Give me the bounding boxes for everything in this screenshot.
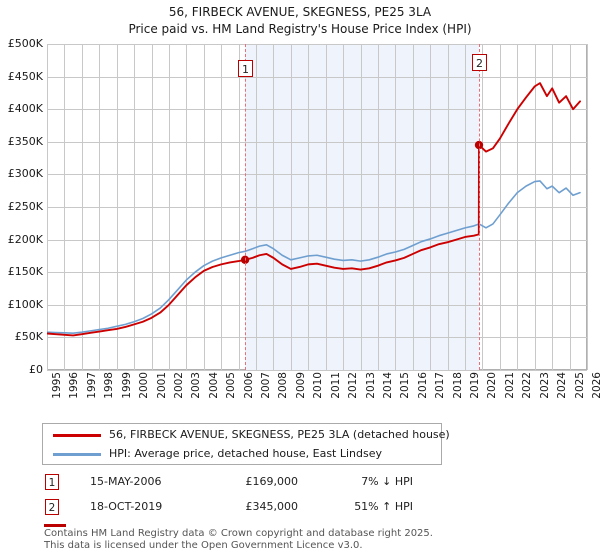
x-axis-tick-label: 2024 <box>556 372 569 399</box>
event-marker-badge[interactable]: 1 <box>238 60 254 77</box>
y-axis-tick-label: £0 <box>29 363 43 376</box>
x-axis-tick-label: 2012 <box>347 372 360 399</box>
x-axis-tick-label: 2026 <box>591 372 600 399</box>
transactions-table: 1 15-MAY-2006 £169,000 7% ↓ HPI 2 18-OCT… <box>42 473 472 523</box>
hpi-series-line <box>47 180 581 334</box>
horizontal-gridline <box>47 174 587 176</box>
x-axis-tick-label: 1999 <box>120 372 133 399</box>
x-axis-tick-label: 2008 <box>277 372 290 399</box>
vertical-gridline <box>587 44 588 370</box>
footer-line-copyright: Contains HM Land Registry data © Crown c… <box>44 528 433 539</box>
x-axis-tick-label: 2015 <box>399 372 412 399</box>
legend-row-price-paid: 56, FIRBECK AVENUE, SKEGNESS, PE25 3LA (… <box>43 425 450 446</box>
x-axis-tick-label: 1998 <box>103 372 116 399</box>
transaction-date: 18-OCT-2019 <box>90 500 163 513</box>
horizontal-gridline <box>47 272 587 274</box>
transaction-price: £169,000 <box>245 475 299 488</box>
footer-attribution: Contains HM Land Registry data © Crown c… <box>44 528 584 551</box>
x-axis-tick-label: 1996 <box>68 372 81 399</box>
x-axis-tick-label: 1997 <box>85 372 98 399</box>
table-row[interactable]: 2 18-OCT-2019 £345,000 51% ↑ HPI <box>42 498 472 523</box>
transaction-marker-badge: 1 <box>45 474 59 490</box>
transaction-hpi-delta: 7% ↓ HPI <box>361 475 413 488</box>
x-axis-tick-label: 2005 <box>225 372 238 399</box>
price-paid-series-line <box>47 82 581 337</box>
x-axis-tick-label: 2002 <box>172 372 185 399</box>
x-axis-tick-label: 2003 <box>190 372 203 399</box>
transaction-point-markers <box>240 140 484 265</box>
x-axis-tick-label: 2004 <box>207 372 220 399</box>
y-axis-tick-label: £200K <box>7 232 43 246</box>
transaction-date: 15-MAY-2006 <box>90 475 162 488</box>
horizontal-gridline <box>47 207 587 208</box>
x-axis-tick-label: 2019 <box>469 372 482 399</box>
transaction-hpi-delta: 51% ↑ HPI <box>354 500 413 513</box>
transaction-dot <box>474 140 484 150</box>
x-axis-tick-label: 1995 <box>51 372 63 399</box>
legend-row-hpi: HPI: Average price, detached house, East… <box>43 444 441 465</box>
chart-legend: 56, FIRBECK AVENUE, SKEGNESS, PE25 3LA (… <box>42 423 450 465</box>
horizontal-gridline <box>47 76 587 78</box>
x-axis-tick-label: 2021 <box>503 372 516 399</box>
horizontal-gridline <box>47 304 587 306</box>
horizontal-gridline <box>47 109 587 111</box>
horizontal-gridline <box>47 337 587 339</box>
x-axis-tick-label: 2006 <box>242 372 255 399</box>
y-axis-tick-label: £250K <box>7 200 43 213</box>
legend-label-price-paid: 56, FIRBECK AVENUE, SKEGNESS, PE25 3LA (… <box>109 428 450 441</box>
y-axis-tick-label: £350K <box>7 134 43 148</box>
x-axis-tick-label: 2016 <box>416 372 429 399</box>
y-axis-tick-label: £300K <box>7 167 43 181</box>
title-address: 56, FIRBECK AVENUE, SKEGNESS, PE25 3LA <box>168 5 432 19</box>
horizontal-gridline <box>47 141 587 143</box>
x-axis-tick-label: 2020 <box>486 372 499 399</box>
legend-swatch-price-paid <box>53 434 101 437</box>
page-title: 56, FIRBECK AVENUE, SKEGNESS, PE25 3LA P… <box>0 4 600 38</box>
x-axis-tick-label: 2001 <box>155 372 168 399</box>
table-row[interactable]: 1 15-MAY-2006 £169,000 7% ↓ HPI <box>42 473 472 498</box>
y-axis-tick-label: £150K <box>7 265 43 279</box>
x-axis-ticks: 1995 1996 1997 1998 1999 2000 2001 2002 2003 2004… <box>47 372 600 412</box>
event-vertical-line <box>479 44 480 370</box>
horizontal-gridline <box>47 44 587 45</box>
event-marker-badge[interactable]: 2 <box>472 54 487 71</box>
x-axis-tick-label: 2007 <box>260 372 273 399</box>
x-axis-tick-label: 2022 <box>521 372 534 399</box>
event-vertical-line <box>245 44 247 370</box>
x-axis-tick-label: 2010 <box>312 372 325 399</box>
x-axis-tick-label: 2025 <box>573 372 586 399</box>
y-axis-tick-label: £450K <box>7 69 43 83</box>
x-axis-tick-label: 2013 <box>364 372 377 399</box>
x-axis-tick-label: 2018 <box>451 372 464 399</box>
x-axis-tick-label: 2023 <box>538 372 551 399</box>
title-subtitle: Price paid vs. HM Land Registry's House … <box>128 22 472 36</box>
y-axis-tick-label: £100K <box>7 297 43 311</box>
x-axis-tick-label: 2011 <box>329 372 342 399</box>
legend-swatch-hpi <box>53 453 101 456</box>
transaction-price: £345,000 <box>245 500 299 513</box>
y-axis-tick-label: £500K <box>7 37 43 50</box>
x-axis-tick-label: 2000 <box>138 372 151 399</box>
x-axis-tick-label: 2009 <box>294 372 307 399</box>
horizontal-gridline <box>47 370 587 371</box>
legend-label-hpi: HPI: Average price, detached house, East… <box>109 447 383 460</box>
x-axis-tick-label: 2017 <box>434 372 447 399</box>
horizontal-gridline <box>47 239 587 241</box>
footer-divider <box>44 524 66 527</box>
footer-line-licence: This data is licensed under the Open Gov… <box>44 539 363 551</box>
y-axis-tick-label: £400K <box>7 102 43 116</box>
transaction-marker-badge: 2 <box>45 499 59 515</box>
y-axis-tick-label: £50K <box>14 330 43 344</box>
series-lines <box>47 82 581 337</box>
x-axis-tick-label: 2014 <box>381 372 394 399</box>
